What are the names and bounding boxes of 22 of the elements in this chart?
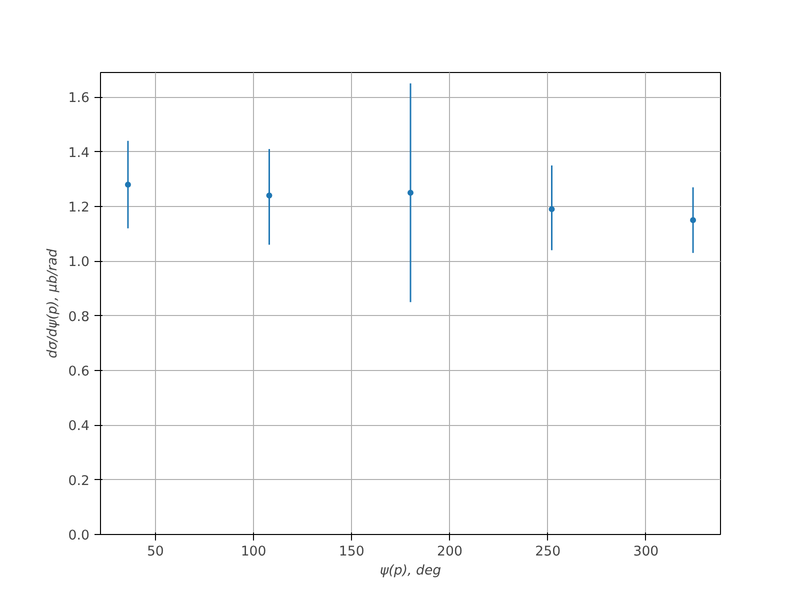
point bbox=[408, 190, 414, 196]
y-tick-label: 1.4 bbox=[68, 146, 90, 161]
x-tick-label: 250 bbox=[535, 544, 561, 560]
y-axis-title: dσ/dψ(p), μb/rad bbox=[45, 248, 60, 358]
x-axis-title: ψ(p), deg bbox=[380, 564, 442, 578]
y-tick-label: 0.0 bbox=[68, 528, 90, 544]
point bbox=[690, 217, 696, 224]
y-tick-label: 0.6 bbox=[68, 364, 90, 380]
point bbox=[266, 192, 272, 199]
y-tick-label: 1.6 bbox=[68, 91, 90, 106]
point bbox=[548, 206, 555, 212]
y-tick-label: 1.2 bbox=[68, 200, 90, 216]
y-tick-label: 1.0 bbox=[68, 255, 90, 270]
y-tick-label: 0.8 bbox=[68, 310, 90, 325]
y-tick-label: 0.4 bbox=[68, 419, 90, 434]
x-tick-label: 100 bbox=[240, 544, 266, 560]
y-tick-label: 0.2 bbox=[68, 474, 90, 489]
x-tick-label: 200 bbox=[437, 544, 462, 560]
x-tick-label: 300 bbox=[633, 544, 659, 560]
point bbox=[124, 182, 131, 188]
x-tick-label: 50 bbox=[146, 544, 164, 560]
x-tick-label: 150 bbox=[338, 544, 364, 560]
